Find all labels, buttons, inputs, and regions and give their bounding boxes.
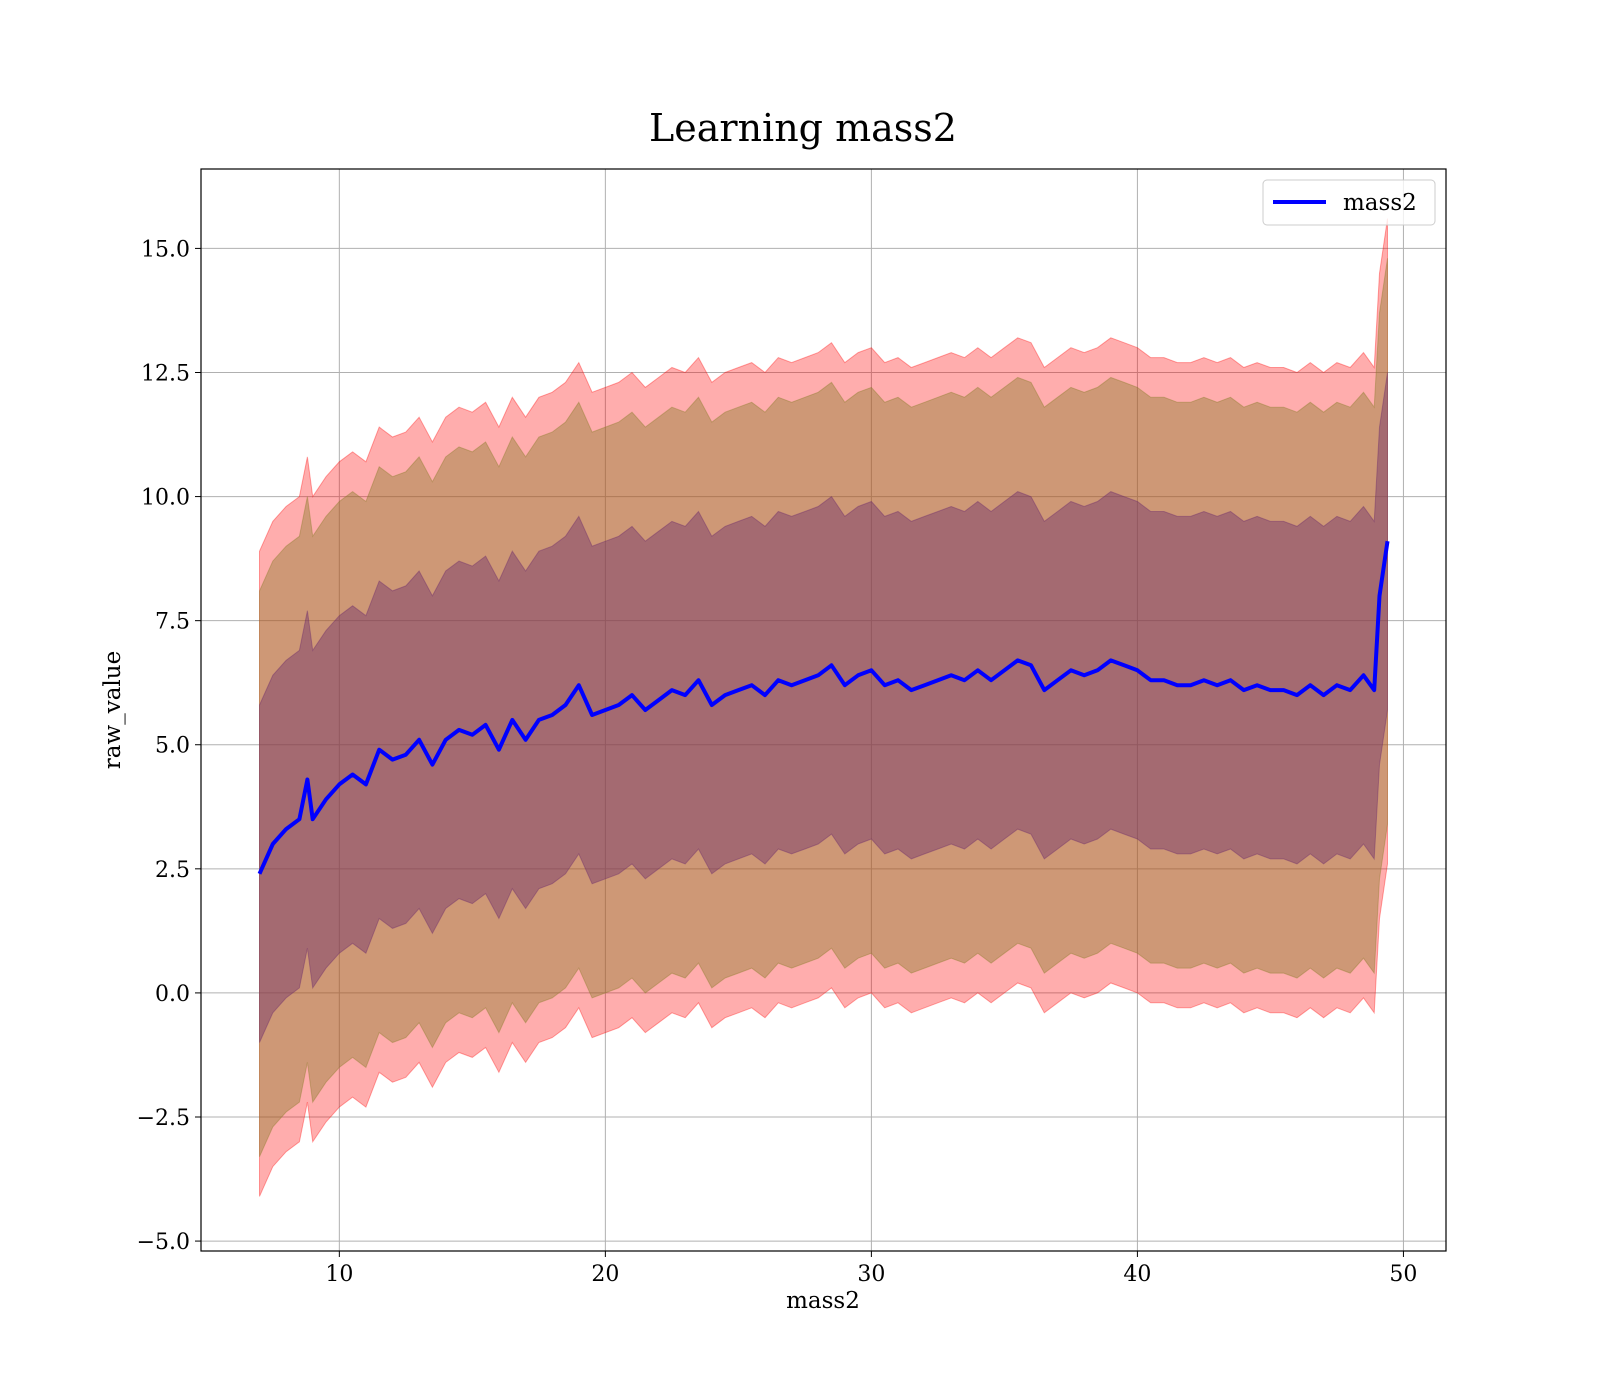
chart-title: Learning mass2	[649, 106, 957, 150]
y-tick-label: 10.0	[141, 486, 190, 511]
plot-frame	[200, 168, 1447, 1252]
band-middle	[259, 258, 1388, 1157]
grid-lines	[201, 169, 1446, 1251]
y-tick-label: 2.5	[155, 858, 190, 883]
legend-label-mass2: mass2	[1343, 190, 1417, 216]
x-tick-label: 10	[325, 1262, 353, 1287]
y-tick-label: 12.5	[141, 361, 190, 386]
x-axis-label: mass2	[786, 1288, 860, 1314]
series-line-mass2	[257, 540, 1390, 875]
y-tick-label: −2.5	[137, 1106, 190, 1131]
legend-box	[1262, 179, 1436, 226]
band-inner	[259, 372, 1388, 1043]
y-tick-label: 0.0	[155, 982, 190, 1007]
y-tick-label: 15.0	[141, 237, 190, 262]
x-tick-label: 40	[1123, 1262, 1151, 1287]
x-tick-label: 30	[857, 1262, 885, 1287]
x-tick-label: 20	[591, 1262, 619, 1287]
y-axis-label: raw_value	[100, 651, 126, 769]
series-lines	[257, 540, 1390, 875]
y-tick-label: 5.0	[155, 734, 190, 759]
confidence-bands	[259, 218, 1388, 1197]
y-tick-label: −5.0	[137, 1230, 190, 1255]
x-tick-label: 50	[1389, 1262, 1417, 1287]
y-tick-label: 7.5	[155, 610, 190, 635]
band-outer	[259, 218, 1388, 1197]
x-axis-ticks: 10 20 30 40 50	[325, 1251, 1417, 1287]
y-axis-ticks: −5.0 −2.5 0.0 2.5 5.0 7.5 10.0 12.5 15.0	[137, 237, 201, 1255]
legend: mass2	[1262, 179, 1436, 226]
